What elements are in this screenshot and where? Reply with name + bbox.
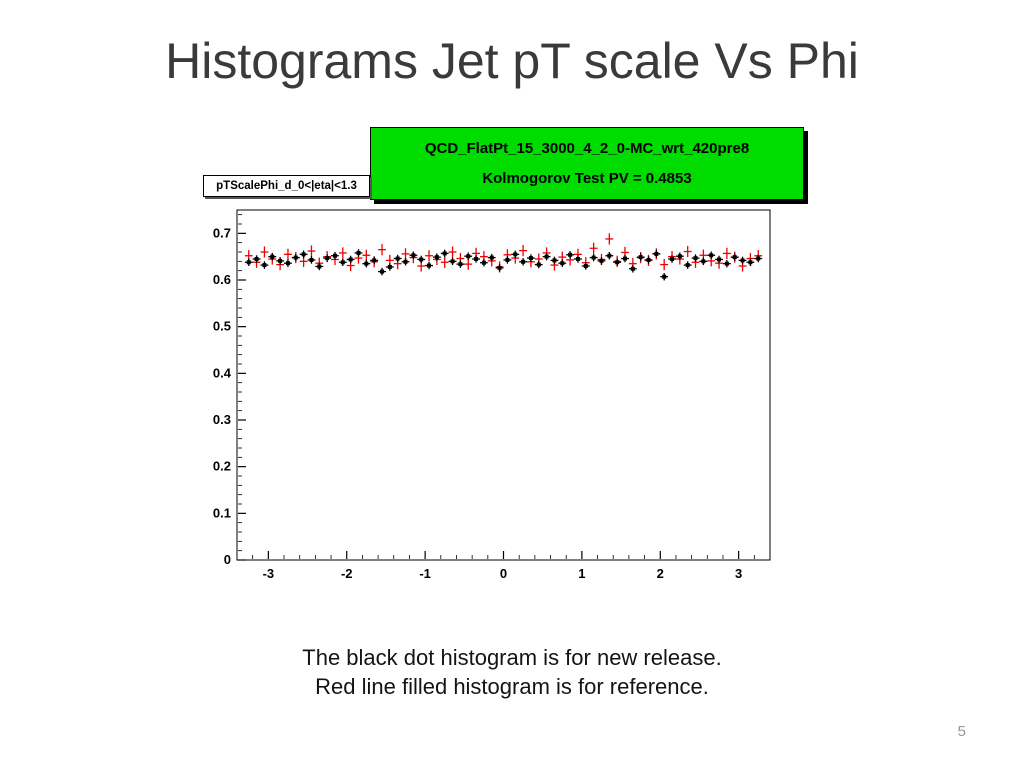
y-tick-label: 0.6 [213,272,231,287]
stats-box-title: QCD_FlatPt_15_3000_4_2_0-MC_wrt_420pre8 [424,140,750,158]
y-tick-label: 0.7 [213,225,231,240]
x-tick-label: -1 [419,566,431,581]
black-dot-series [244,249,763,281]
plot-frame [236,209,771,561]
kolmogorov-test-value: Kolmogorov Test PV = 0.4853 [482,169,692,187]
x-tick-label: 1 [578,566,585,581]
caption-black-dots: The black dot histogram is for new relea… [302,645,722,670]
y-tick-label: 0.5 [213,319,231,334]
y-tick-label: 0.1 [213,505,231,520]
histogram-name-label: pTScalePhi_d_0<|eta|<1.3 [203,175,370,197]
y-tick-label: 0.4 [213,365,232,380]
x-tick-label: -2 [341,566,353,581]
stats-box: QCD_FlatPt_15_3000_4_2_0-MC_wrt_420pre8 … [370,127,804,200]
page-title: Histograms Jet pT scale Vs Phi [165,33,859,89]
x-tick-label: 2 [657,566,664,581]
x-tick-label: -3 [263,566,275,581]
y-tick-label: 0 [224,552,231,567]
caption-red-line: Red line filled histogram is for referen… [315,674,709,699]
y-tick-label: 0.3 [213,412,231,427]
x-tick-label: 0 [500,566,507,581]
x-tick-label: 3 [735,566,742,581]
phi-scale-plot: 0 0.1 0.2 0.3 0.4 0.5 0.6 0.7 -3 -2 -1 0 1 2 3 [213,209,771,581]
y-tick-label: 0.2 [213,459,231,474]
page-number: 5 [957,723,966,740]
